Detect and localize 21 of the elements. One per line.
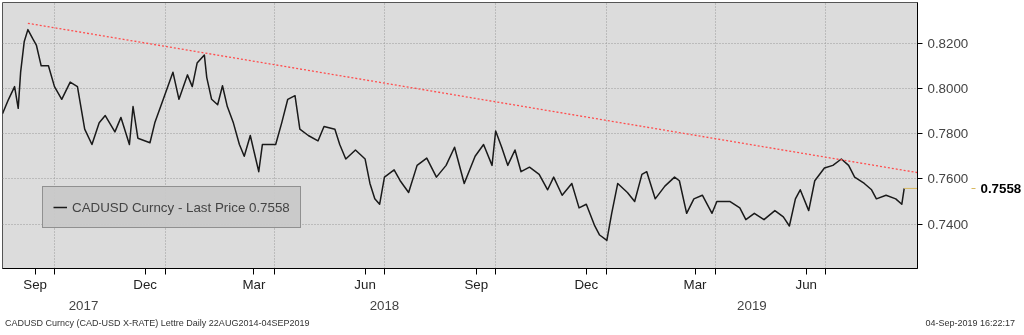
y-tick-label: 0.7800 (927, 126, 969, 142)
x-tick-label: Mar (242, 276, 266, 292)
y-tick-label: 0.8000 (927, 80, 969, 96)
x-tick-label: Jun (354, 276, 376, 292)
x-tick-label: Jun (795, 276, 818, 292)
y-tick-label: 0.8200 (927, 35, 969, 51)
text: 04-Sep-2019 16:22:17 (925, 317, 1015, 330)
y-tick-label: 0.7400 (927, 216, 969, 232)
x-tick-label: Sep (23, 276, 47, 292)
x-tick-label: Dec (574, 276, 599, 292)
ref-line-label: 0.7558 (980, 180, 1022, 196)
x-tick-label: Mar (683, 276, 708, 292)
x2-tick-label: 2018 (369, 297, 400, 313)
line-series (2, 28, 905, 242)
x-tick-label: Sep (464, 276, 489, 292)
x2-tick-label: 2019 (737, 297, 767, 313)
legend-label: CADUSD Curncy - Last Price 0.7558 (72, 199, 290, 215)
x2-tick-label: 2017 (68, 297, 99, 313)
text: CADUSD Curncy (CAD-USD X-RATE) Lettre Daily 22AUG2014-04SEP2019 (5, 317, 310, 330)
y-tick-label: 0.7600 (927, 171, 969, 187)
x-tick-label: Dec (133, 276, 158, 292)
